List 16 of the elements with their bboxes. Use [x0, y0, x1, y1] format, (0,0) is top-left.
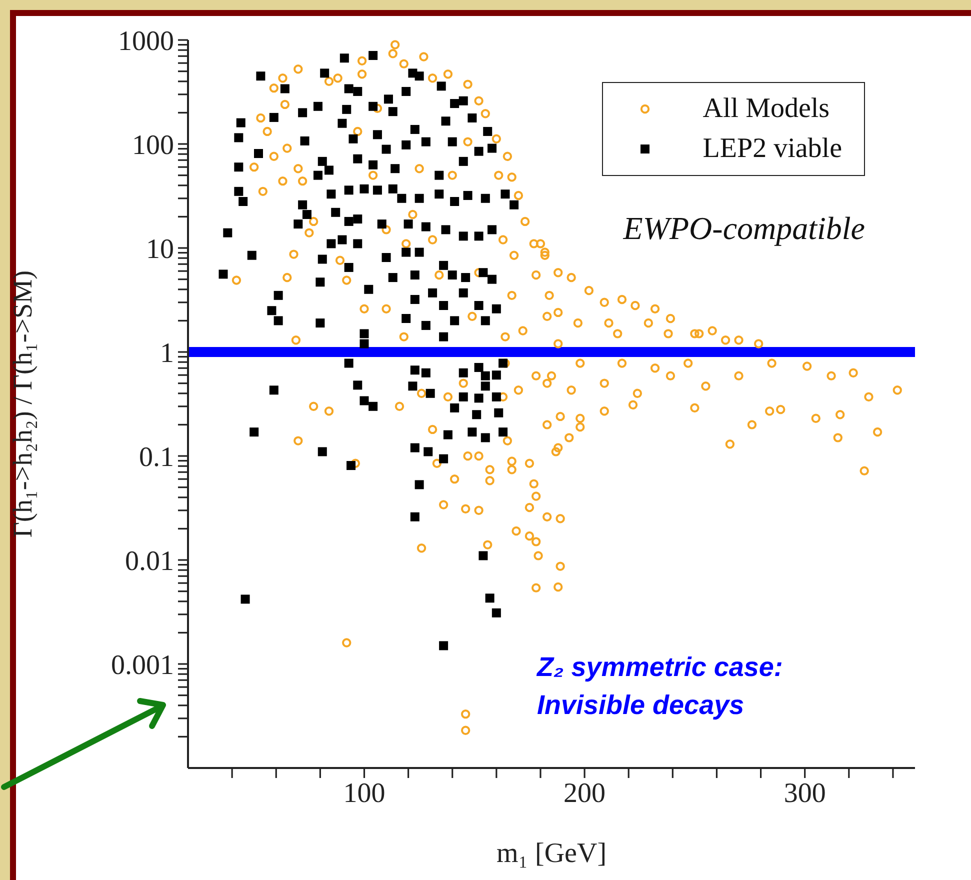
y-tick-label: 10	[146, 234, 174, 265]
x-axis-title: m₁ [GeV]	[496, 838, 607, 869]
y-tick-label: 1	[160, 338, 174, 369]
y-axis-title: Γ(h₁->h₂h₂) / Γ(h₁->SM)	[8, 270, 38, 538]
x-tick-label: 300	[784, 778, 826, 809]
y-tick-label: 0.001	[111, 650, 174, 681]
legend-label: LEP2 viable	[702, 132, 842, 166]
y-tick-label: 1000	[118, 26, 174, 57]
x-tick-label: 100	[343, 778, 386, 809]
legend-label: All Models	[702, 92, 830, 126]
x-tick-label: 200	[564, 778, 606, 809]
annotation: EWPO-compatible	[623, 210, 865, 247]
y-tick-label: 100	[132, 130, 174, 161]
y-tick-label: 0.01	[125, 546, 174, 577]
annotation: Z₂ symmetric case: Invisible decays	[537, 651, 784, 722]
y-tick-label: 0.1	[139, 442, 174, 473]
